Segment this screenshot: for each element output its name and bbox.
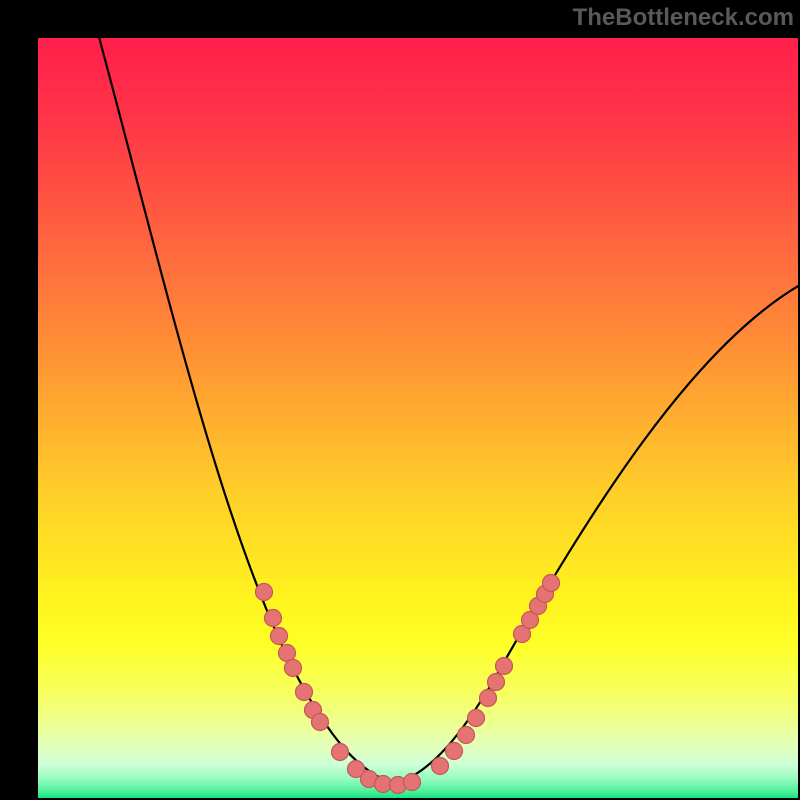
chart-container: TheBottleneck.com: [0, 0, 800, 800]
gradient-plot-area: [38, 38, 798, 798]
watermark-text: TheBottleneck.com: [573, 4, 794, 32]
